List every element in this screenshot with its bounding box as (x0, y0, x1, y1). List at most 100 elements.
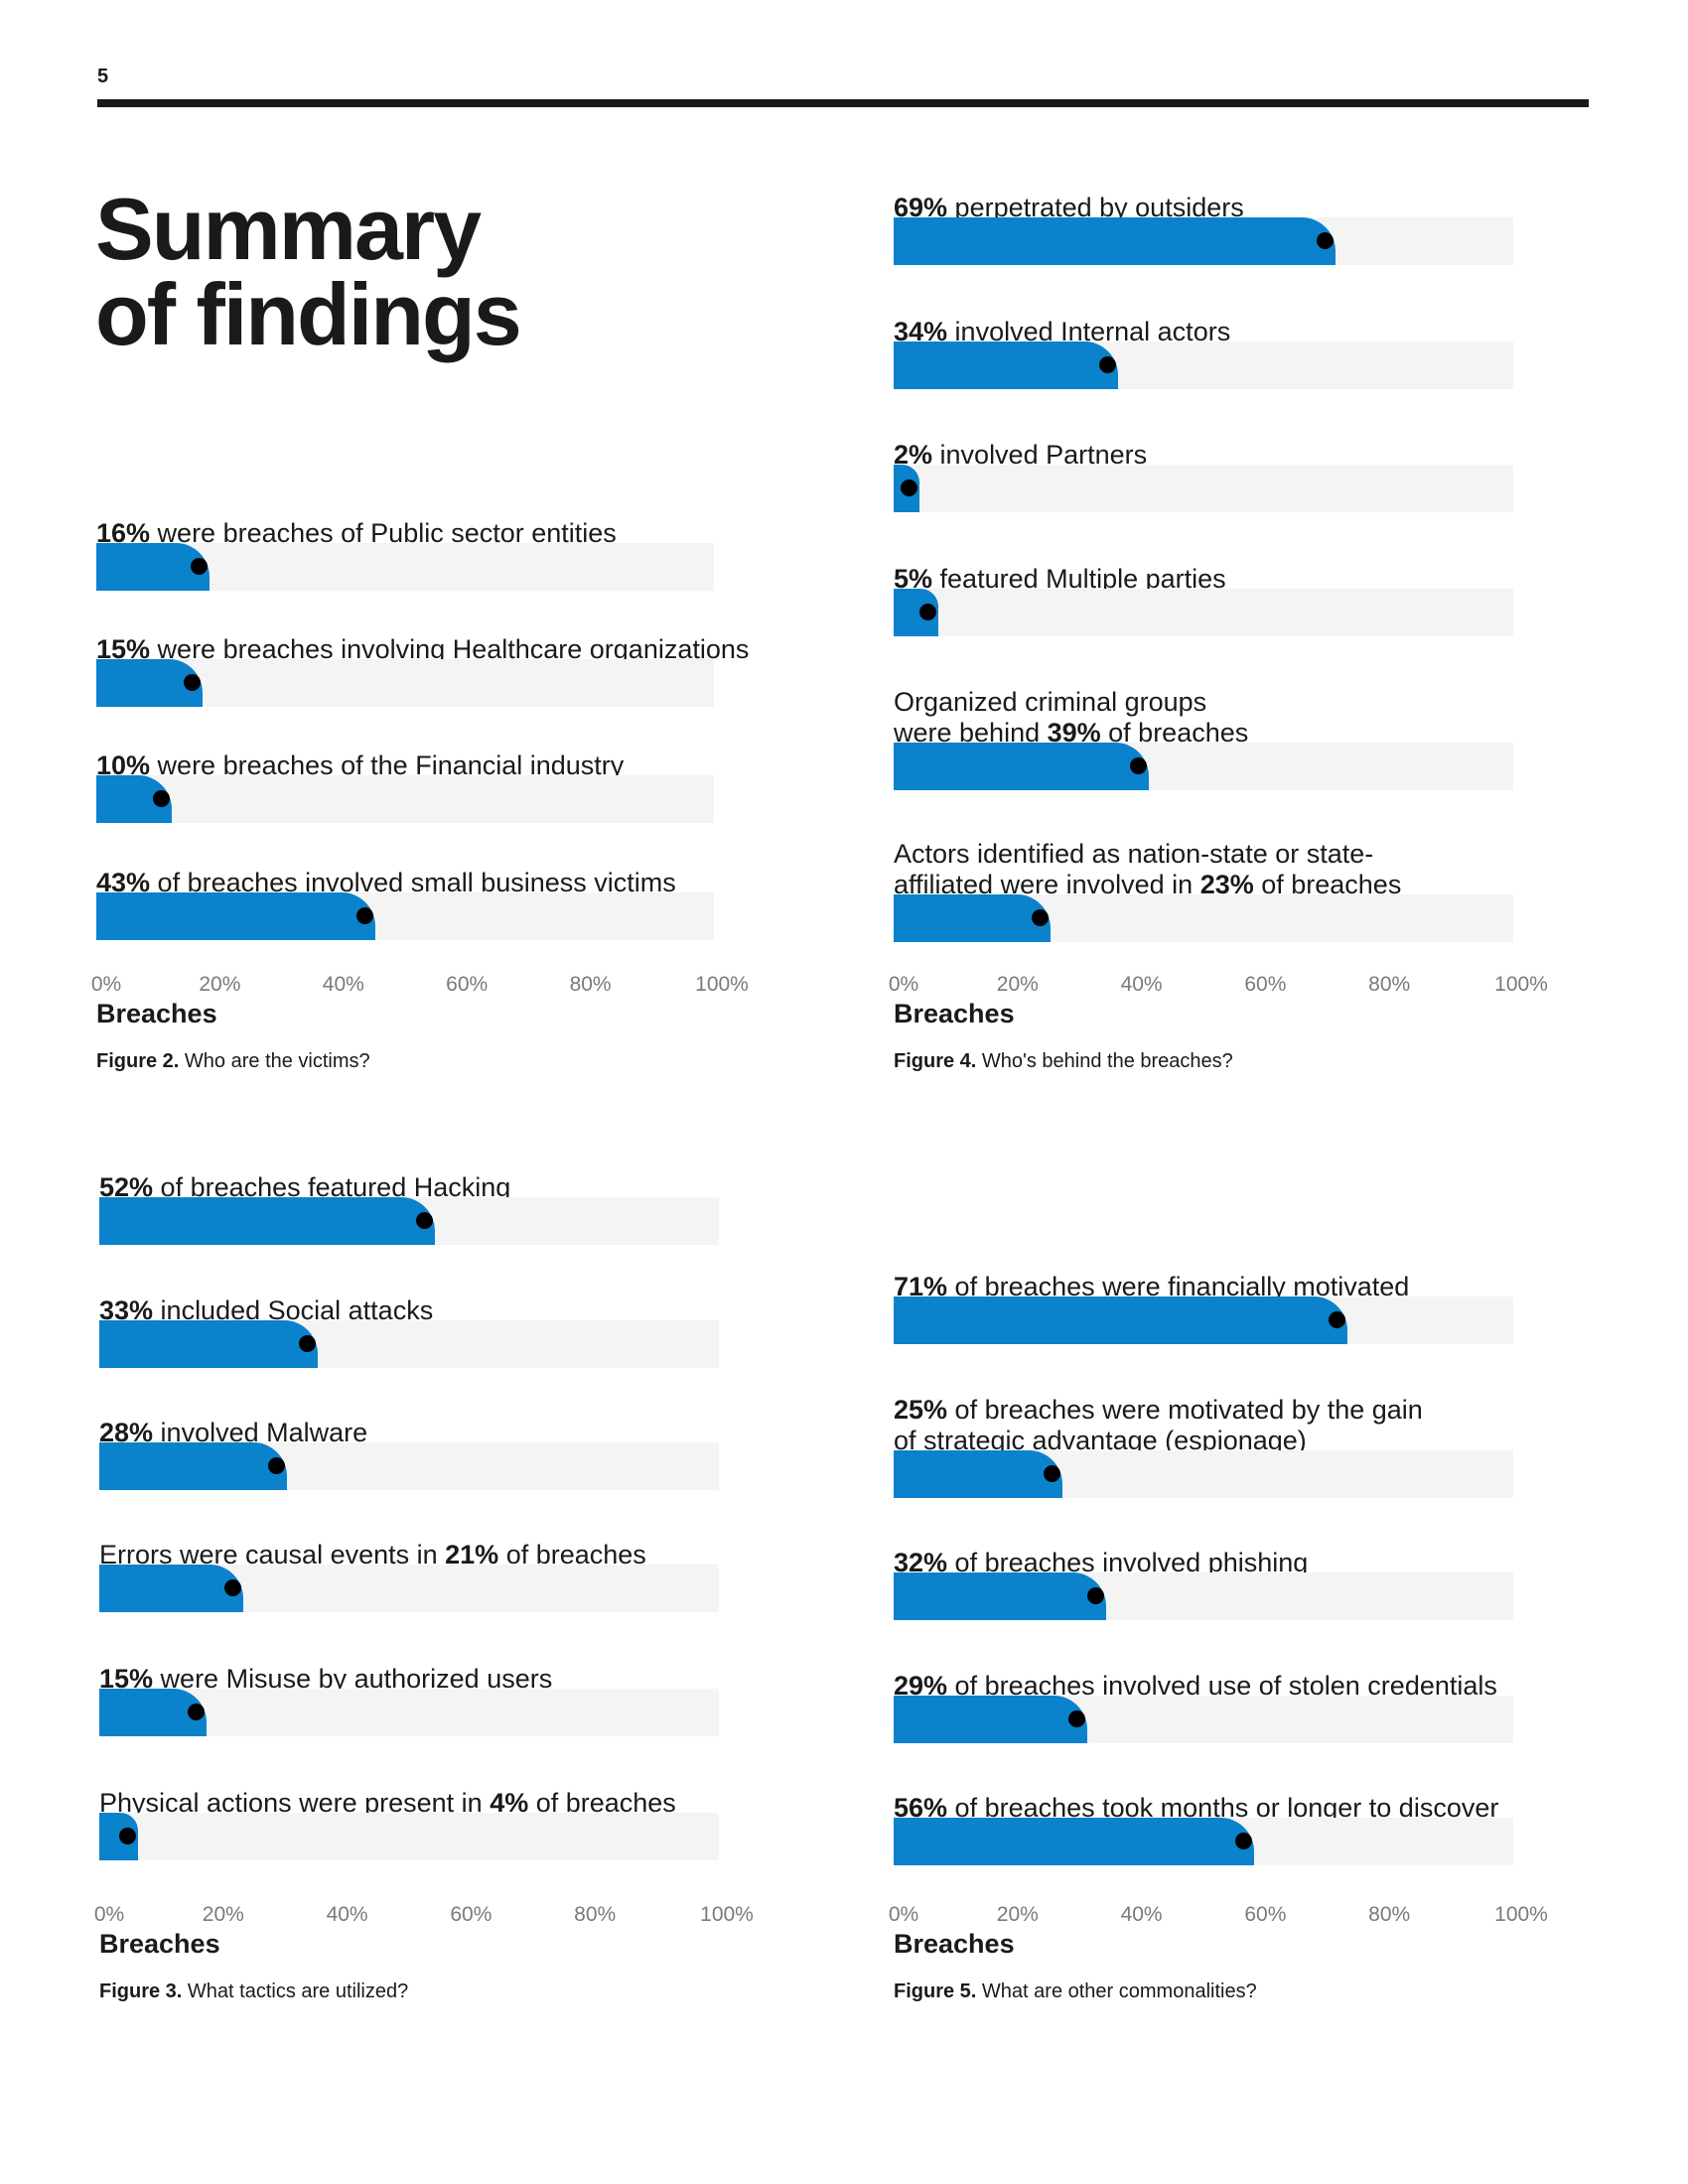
bar-fill (894, 743, 1150, 790)
bar-track (99, 1565, 719, 1612)
bar-track (894, 1297, 1513, 1344)
axis-tick-label: 80% (1368, 973, 1411, 996)
bar-track (96, 659, 714, 707)
figure-caption-text: Who's behind the breaches? (981, 1050, 1233, 1072)
bar-value-marker (187, 1704, 205, 1720)
bar-value-marker (416, 1212, 434, 1229)
figure-2-chart: 16% were breaches of Public sector entit… (91, 518, 750, 1080)
bar-fill (99, 1565, 244, 1612)
axis-tick-label: 0% (90, 973, 122, 996)
bar-track (894, 894, 1513, 942)
bar-value-marker (1031, 909, 1049, 926)
axis-tick-label: 20% (996, 973, 1039, 996)
bar-value-marker (1235, 1833, 1253, 1849)
figure-caption: Figure 5. What are other commonalities? (894, 1980, 1257, 2003)
figure-number: Figure 3. (99, 1980, 183, 2002)
axis-tick-label: 20% (199, 973, 241, 996)
bar-track (894, 341, 1513, 389)
bar-track (894, 1572, 1513, 1620)
bar-track (99, 1442, 719, 1490)
bar-track (894, 1818, 1513, 1865)
axis-tick-label: 0% (888, 1903, 919, 1926)
axis-title: Breaches (894, 999, 1015, 1028)
axis-tick-label: 0% (93, 1903, 125, 1926)
bar-value-marker (153, 790, 171, 807)
bar-track (894, 1450, 1513, 1498)
page-title-line-1: Summary (95, 180, 482, 278)
axis-tick-label: 80% (1368, 1903, 1411, 1926)
bar-fill (894, 1572, 1106, 1620)
bar-fill (894, 217, 1336, 265)
axis-tick-label: 40% (326, 1903, 368, 1926)
figure-4-chart: 69% perpetrated by outsiders 34% involved… (889, 193, 1548, 1080)
axis-tick-label: 60% (446, 973, 489, 996)
bar-fill (894, 1450, 1062, 1498)
figure-caption: Figure 3. What tactics are utilized? (99, 1980, 408, 2003)
figure-number: Figure 4. (894, 1050, 977, 1072)
bar-value-marker (901, 479, 918, 496)
bar-value-marker (267, 1457, 285, 1474)
bar-label-text: of breaches were motivated by the gain of… (894, 1395, 1423, 1455)
axis-tick-label: 60% (1244, 973, 1287, 996)
bar-label: 25% of breaches were motivated by the ga… (894, 1395, 1423, 1456)
axis-tick-label: 100% (1494, 973, 1548, 996)
bar-track (99, 1197, 719, 1245)
figure-caption-text: What are other commonalities? (981, 1980, 1257, 2002)
axis-tick-label: 100% (695, 973, 749, 996)
bar-track (96, 543, 714, 591)
bar-track (894, 1696, 1513, 1743)
axis-tick-label: 60% (450, 1903, 492, 1926)
axis-tick-label: 100% (1494, 1903, 1548, 1926)
axis-tick-label: 80% (569, 973, 612, 996)
bar-track (894, 465, 1513, 512)
bar-value-marker (118, 1828, 136, 1844)
bar-fill (96, 892, 376, 940)
page-number: 5 (97, 66, 109, 87)
figure-number: Figure 5. (894, 1980, 977, 2002)
bar-value-marker (1316, 232, 1334, 249)
figure-caption-text: Who are the victims? (184, 1050, 370, 1072)
bar-value-marker (184, 674, 202, 691)
bar-value-marker (298, 1335, 316, 1352)
axis-tick-label: 20% (202, 1903, 244, 1926)
bar-track (894, 217, 1513, 265)
bar-value-marker (1044, 1465, 1060, 1482)
bar-fill (894, 894, 1051, 942)
bar-label: Organized criminal groups were behind 39%… (894, 687, 1248, 749)
bar-fill (99, 1320, 318, 1368)
axis-title: Breaches (96, 999, 217, 1028)
bar-fill (99, 1442, 287, 1490)
figure-caption-text: What tactics are utilized? (187, 1980, 409, 2002)
bar-value-marker (1099, 356, 1117, 373)
bar-fill (894, 341, 1119, 389)
bar-track (894, 589, 1513, 636)
axis-tick-label: 40% (322, 973, 364, 996)
axis-tick-label: 20% (996, 1903, 1039, 1926)
bar-percent: 25% (894, 1395, 948, 1425)
bar-track (99, 1320, 719, 1368)
bar-track (99, 1689, 719, 1736)
axis-title: Breaches (894, 1929, 1015, 1959)
bar-value-marker (356, 907, 374, 924)
page-title: Summary of findings (95, 180, 522, 358)
figure-number: Figure 2. (96, 1050, 180, 1072)
bar-value-marker (224, 1579, 242, 1596)
axis-tick-label: 80% (574, 1903, 617, 1926)
bar-label: Actors identified as nation-state or sta… (894, 839, 1401, 900)
top-rule (97, 99, 1589, 107)
axis-title: Breaches (99, 1929, 220, 1959)
bar-fill (894, 1297, 1348, 1344)
bar-value-marker (919, 604, 937, 620)
figure-caption: Figure 4. Who's behind the breaches? (894, 1050, 1233, 1073)
bar-value-marker (1067, 1710, 1085, 1727)
bar-track (894, 743, 1513, 790)
bar-fill (894, 1696, 1087, 1743)
bar-value-marker (1130, 757, 1148, 774)
bar-track (96, 892, 714, 940)
bar-value-marker (190, 558, 208, 575)
axis-tick-label: 0% (888, 973, 919, 996)
bar-fill (894, 1818, 1255, 1865)
figure-3-chart: 52% of breaches featured Hacking 33% incl… (94, 1172, 754, 2010)
bar-track (96, 775, 714, 823)
axis-tick-label: 40% (1120, 973, 1163, 996)
